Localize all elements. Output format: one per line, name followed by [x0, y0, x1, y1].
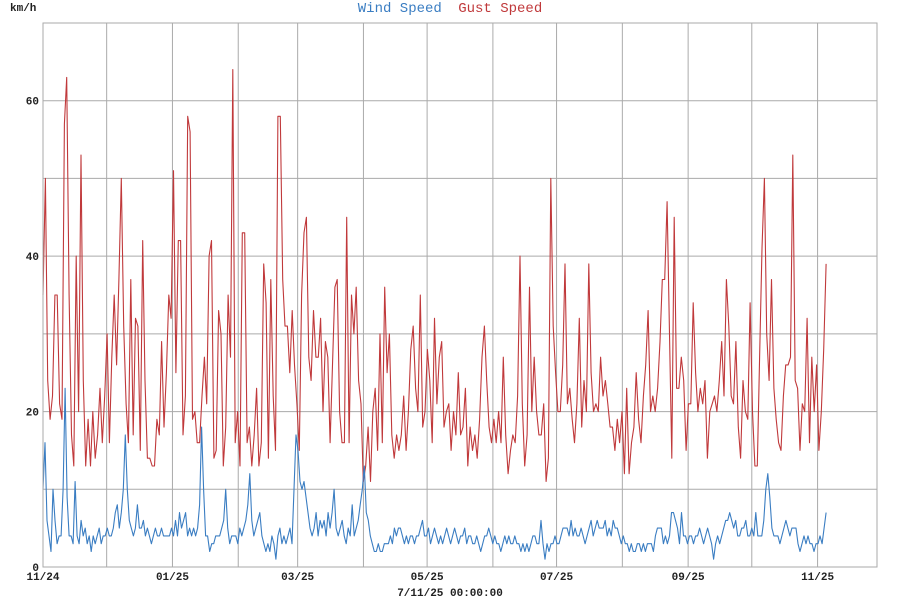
grid — [43, 23, 877, 567]
legend-wind-speed: Wind Speed — [358, 1, 442, 17]
x-tick-label: 05/25 — [411, 572, 444, 584]
plot-frame — [42, 22, 878, 568]
x-ticks: 11/24 01/25 03/25 05/25 07/25 09/25 11/25 — [26, 572, 834, 584]
y-tick-label: 20 — [26, 408, 39, 420]
legend-gust-speed: Gust Speed — [458, 1, 542, 17]
x-tick-label: 07/25 — [540, 572, 573, 584]
y-tick-label: 60 — [26, 97, 39, 109]
x-axis-label: 7/11/25 00:00:00 — [397, 588, 503, 600]
y-tick-label: 40 — [26, 252, 39, 264]
series-group — [42, 69, 827, 560]
x-tick-label: 01/25 — [156, 572, 189, 584]
y-ticks: 0 20 40 60 — [26, 97, 39, 575]
y-tick-label: 0 — [32, 563, 39, 575]
x-tick-label: 03/25 — [281, 572, 314, 584]
x-tick-label: 11/24 — [26, 572, 59, 584]
x-tick-label: 09/25 — [672, 572, 705, 584]
series-line-gust-speed — [42, 69, 827, 483]
y-axis-label: km/h — [10, 3, 36, 15]
series-line-wind-speed — [42, 387, 827, 560]
chart-title: Wind Speed Gust Speed — [358, 1, 542, 17]
x-tick-label: 11/25 — [801, 572, 834, 584]
